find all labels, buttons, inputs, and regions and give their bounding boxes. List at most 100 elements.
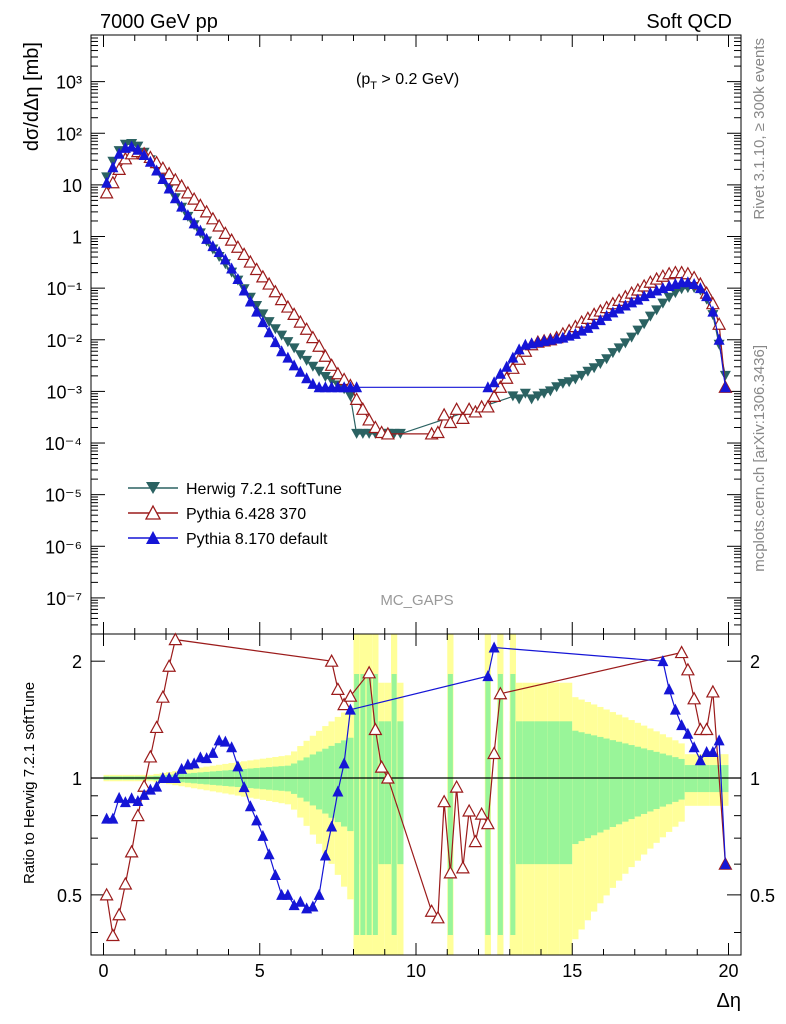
y-tick-label: 10² — [56, 124, 82, 144]
ratio-point — [462, 803, 477, 817]
data-point — [488, 376, 500, 388]
data-point — [507, 351, 519, 363]
data-point — [282, 337, 294, 348]
ratio-point — [232, 760, 244, 772]
data-point — [613, 302, 625, 314]
data-point — [163, 182, 175, 194]
data-point — [480, 399, 495, 413]
data-point — [319, 372, 331, 383]
data-point — [280, 299, 295, 313]
data-point — [282, 351, 294, 363]
data-point — [632, 325, 644, 336]
data-point — [368, 420, 383, 434]
data-point — [594, 358, 606, 369]
ratio-point — [176, 762, 188, 774]
series-p8 — [101, 140, 731, 914]
data-point — [180, 185, 195, 199]
data-point — [194, 224, 206, 236]
ratio-point — [282, 888, 294, 900]
data-point — [274, 292, 289, 306]
data-point — [218, 226, 233, 239]
data-point — [293, 314, 308, 328]
data-point — [294, 365, 306, 377]
uncertainty-bands — [103, 634, 729, 955]
ratio-point — [143, 749, 158, 763]
ratio-point — [162, 658, 177, 672]
y-tick-label: 10⁻³ — [46, 382, 82, 402]
ratio-point — [669, 703, 681, 715]
data-point — [380, 426, 395, 440]
band-inner — [328, 745, 335, 818]
data-point — [262, 276, 277, 290]
ratio-y-axis-label: Ratio to Herwig 7.2.1 softTune — [21, 682, 38, 884]
data-point — [607, 306, 619, 318]
legend-entry-herwig: Herwig 7.2.1 softTune — [128, 481, 342, 498]
data-point — [707, 305, 719, 317]
data-point — [255, 269, 270, 283]
band-inner — [384, 721, 391, 865]
band-inner — [547, 721, 554, 865]
ratio-point — [663, 683, 675, 695]
data-point — [638, 319, 650, 330]
data-point — [682, 276, 694, 288]
ratio-point — [107, 812, 119, 824]
data-point — [101, 176, 113, 188]
data-point — [588, 318, 600, 330]
ratio-point — [694, 754, 706, 766]
data-point — [299, 321, 314, 335]
data-point — [526, 394, 538, 405]
data-point — [330, 366, 345, 380]
ratio-point — [705, 684, 720, 698]
data-point — [305, 330, 320, 344]
band-inner — [397, 721, 404, 865]
data-point — [544, 386, 556, 397]
ratio-point — [488, 641, 500, 653]
data-point — [594, 314, 606, 326]
band-inner — [497, 674, 503, 935]
data-point — [613, 343, 625, 354]
data-point — [144, 155, 156, 167]
ratio-point — [112, 907, 127, 921]
data-point — [307, 377, 319, 389]
data-point — [619, 338, 631, 349]
data-point — [626, 296, 638, 308]
data-point — [249, 262, 264, 276]
data-point — [269, 324, 281, 335]
data-point — [601, 309, 613, 321]
ratio-point — [344, 703, 356, 715]
data-point — [268, 284, 283, 298]
ratio-point — [480, 816, 495, 830]
data-point — [437, 407, 452, 421]
ratio-point — [132, 794, 144, 806]
band-inner — [360, 674, 366, 935]
watermark: MC_GAPS — [380, 592, 453, 609]
data-point — [619, 299, 631, 311]
band-inner — [597, 736, 604, 833]
data-point — [513, 343, 525, 355]
data-point — [176, 200, 188, 212]
ratio-point — [657, 655, 669, 667]
data-point — [276, 345, 288, 357]
ratio-point — [126, 792, 138, 804]
data-point — [113, 147, 125, 159]
data-point — [688, 278, 700, 290]
ratio-point — [713, 734, 725, 746]
band-inner — [516, 721, 523, 865]
data-point — [301, 355, 313, 366]
rivet-info: Rivet 3.1.10, ≥ 300k events — [751, 38, 768, 220]
data-point — [199, 204, 214, 218]
data-point — [344, 391, 356, 402]
data-point — [355, 402, 370, 415]
ratio-point — [238, 781, 250, 793]
data-point — [193, 198, 208, 212]
band-inner — [534, 721, 541, 865]
ratio-point — [130, 808, 145, 822]
band-inner — [354, 674, 360, 935]
data-point — [313, 366, 325, 377]
data-point — [238, 284, 250, 296]
ratio-y-tick-label: 2 — [72, 652, 82, 672]
ratio-point — [151, 780, 163, 792]
data-point — [187, 191, 202, 205]
data-point — [226, 262, 238, 274]
